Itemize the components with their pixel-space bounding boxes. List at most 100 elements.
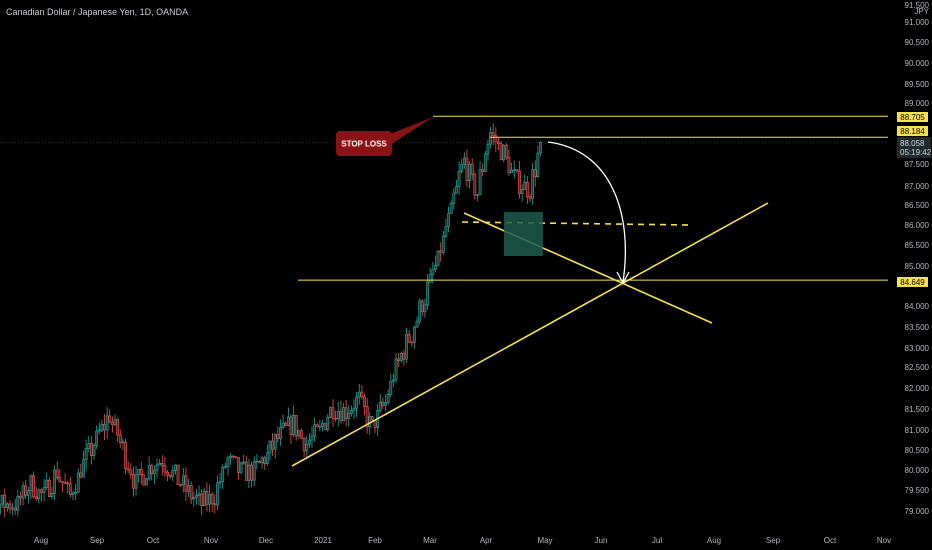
- stop-loss-badge: [336, 131, 392, 156]
- level-badge-label: 88.184: [900, 127, 925, 136]
- candle-body: [131, 474, 135, 489]
- price-tick-label: 82.500: [905, 363, 930, 372]
- candle-body: [53, 469, 57, 494]
- candle-body: [462, 157, 466, 165]
- price-tick-label: 91.500: [905, 1, 930, 10]
- candle-body: [399, 352, 403, 361]
- projection-arrow-curve: [547, 141, 626, 283]
- candle-body: [58, 477, 62, 482]
- time-tick-label: Aug: [707, 536, 721, 545]
- candle-body: [200, 493, 204, 506]
- candle-body: [347, 413, 351, 419]
- candle-body: [431, 269, 435, 275]
- candle-body: [473, 173, 477, 196]
- candle-body: [95, 430, 99, 446]
- candle-body: [126, 468, 130, 471]
- candle-body: [89, 443, 93, 456]
- candle-body: [334, 418, 338, 420]
- candle-body: [328, 407, 332, 418]
- candle-body: [331, 407, 335, 419]
- candle-body: [444, 226, 448, 237]
- candle-body: [24, 485, 28, 496]
- time-tick-label: Aug: [34, 536, 48, 545]
- candle-body: [279, 427, 282, 439]
- candle-body: [84, 448, 88, 460]
- current-price-value: 88.058: [900, 139, 925, 148]
- candle-body: [124, 441, 127, 469]
- candle-body: [76, 472, 80, 493]
- candle-body: [271, 440, 274, 450]
- price-tick-label: 83.500: [905, 323, 930, 332]
- candle-body: [103, 423, 106, 431]
- price-tick-label: 86.500: [905, 201, 930, 210]
- candle-body: [116, 419, 120, 436]
- candle-body: [483, 153, 487, 172]
- candle-body: [168, 474, 172, 477]
- candle-body: [318, 426, 322, 428]
- candle-body: [231, 455, 235, 458]
- candle-body: [134, 474, 138, 489]
- candle-body: [392, 379, 395, 382]
- candle-body: [510, 169, 513, 174]
- candle-body: [244, 461, 248, 481]
- candle-body: [336, 410, 340, 419]
- price-tick-label: 80.500: [905, 446, 930, 455]
- time-tick-label: Nov: [877, 536, 891, 545]
- candle-body: [179, 484, 183, 486]
- level-badge-label: 88.705: [900, 113, 925, 122]
- candle-body: [181, 475, 185, 486]
- candle-body: [42, 487, 46, 493]
- candle-body: [297, 430, 301, 437]
- candle-body: [158, 462, 162, 466]
- candle-body: [402, 352, 406, 360]
- candle-body: [315, 424, 319, 427]
- candle-body: [386, 393, 390, 403]
- candle-body: [352, 407, 356, 411]
- drawings-layer: STOP LOSS: [0, 115, 932, 467]
- candle-body: [247, 464, 251, 481]
- candle-body: [455, 186, 458, 194]
- candle-body: [68, 483, 72, 496]
- candle-body: [45, 479, 49, 488]
- level-badge: [897, 277, 928, 287]
- time-tick-label: 2021: [314, 536, 332, 545]
- candle-body: [394, 358, 398, 381]
- candle-body: [155, 464, 159, 471]
- candle-body: [34, 496, 38, 499]
- time-tick-label: Dec: [259, 536, 273, 545]
- candle-body: [208, 494, 211, 505]
- candle-body: [226, 457, 230, 467]
- candle-body: [507, 156, 511, 174]
- candle-body: [302, 438, 306, 452]
- candle-body: [218, 481, 222, 484]
- candle-body: [184, 475, 188, 492]
- candle-body: [426, 281, 429, 306]
- candle-body: [515, 169, 519, 172]
- candle-body: [187, 485, 190, 492]
- candle-body: [486, 143, 490, 155]
- candle-body: [242, 461, 246, 464]
- time-tick-label: Jul: [652, 536, 662, 545]
- candle-body: [234, 456, 238, 458]
- candle-body: [13, 507, 17, 511]
- price-tick-label: 84.000: [905, 302, 930, 311]
- candle-body: [21, 485, 25, 499]
- candle-body: [523, 181, 527, 190]
- candle-body: [342, 407, 345, 422]
- candle-body: [504, 144, 508, 158]
- price-tick-label: 89.500: [905, 80, 930, 89]
- candle-body: [82, 459, 85, 478]
- candle-body: [528, 196, 532, 199]
- price-tick-label: 81.000: [905, 426, 930, 435]
- time-tick-label: Oct: [147, 536, 160, 545]
- candle-body: [265, 452, 269, 464]
- candle-body: [160, 462, 164, 467]
- price-tick-label: 91.000: [905, 18, 930, 27]
- symbol-title: Canadian Dollar / Japanese Yen, 1D, OAND…: [6, 7, 189, 17]
- candle-body: [313, 424, 317, 437]
- candle-body: [384, 402, 387, 406]
- candle-body: [344, 407, 348, 419]
- candle-body: [216, 482, 219, 506]
- candle-body: [436, 250, 440, 266]
